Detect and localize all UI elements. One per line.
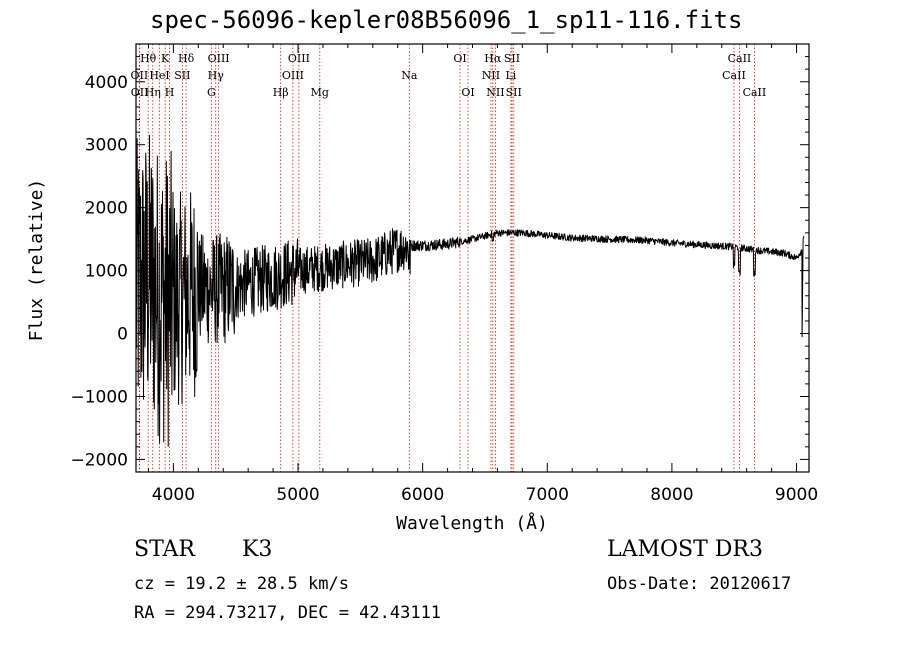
x-axis-label: Wavelength (Å) — [396, 512, 548, 534]
y-tick-label: 1000 — [85, 262, 128, 282]
x-tick-label: 5000 — [276, 485, 319, 505]
spectrum-line — [135, 135, 805, 447]
spectral-line-markers — [138, 44, 755, 472]
y-tick-label: 0 — [117, 325, 128, 345]
y-tick-label: 2000 — [85, 199, 128, 219]
spectral-line-label: Mg — [311, 86, 329, 99]
y-axis-ticks: −2000 −1000 0 1000 2000 3000 4000 — [70, 56, 809, 470]
y-tick-label: 3000 — [85, 136, 128, 156]
object-subclass: K3 — [242, 537, 273, 562]
spectral-line-label: OIII — [208, 52, 230, 65]
spectral-line-label: CaII — [728, 52, 752, 65]
y-axis-label: Flux (relative) — [26, 179, 47, 342]
spectral-line-label: H — [165, 86, 175, 99]
spectral-line-label: K — [161, 52, 170, 65]
x-tick-label: 9000 — [775, 485, 818, 505]
spectral-line-label: Hη — [145, 86, 161, 99]
spectral-line-label: OII — [131, 69, 149, 82]
spectral-line-label: OI — [461, 86, 474, 99]
spectral-line-label: Hδ — [178, 52, 195, 65]
spectral-line-label: Li — [505, 69, 516, 82]
spectral-line-label: Hγ — [208, 69, 225, 82]
spectral-line-label: SII — [506, 86, 522, 99]
spectral-line-label: NII — [482, 69, 500, 82]
x-axis-ticks: 4000 5000 6000 7000 8000 9000 — [147, 44, 818, 505]
spectral-line-label: OIII — [288, 52, 310, 65]
x-tick-label: 6000 — [401, 485, 444, 505]
spectral-line-label: OI — [453, 52, 466, 65]
x-tick-label: 8000 — [650, 485, 693, 505]
spectral-line-label: CaII — [743, 86, 767, 99]
spectral-line-label: SII — [174, 69, 190, 82]
spectral-line-label: SII — [504, 52, 520, 65]
spectral-line-label: Hθ — [140, 52, 157, 65]
spectral-line-label: OIII — [282, 69, 304, 82]
y-tick-label: −1000 — [70, 387, 128, 407]
redshift-cz: cz = 19.2 ± 28.5 km/s — [134, 574, 349, 594]
spectral-line-label: G — [207, 86, 216, 99]
chart-title: spec-56096-kepler08B56096_1_sp11-116.fit… — [150, 6, 743, 34]
spectral-line-label: Hβ — [273, 86, 289, 99]
observation-date: Obs-Date: 20120617 — [607, 574, 792, 594]
spectral-line-label: Hα — [484, 52, 502, 65]
x-tick-label: 7000 — [526, 485, 569, 505]
object-class: STAR — [134, 537, 195, 562]
spectral-line-label: HeI — [149, 69, 169, 82]
survey-name: LAMOST DR3 — [607, 537, 763, 562]
y-tick-label: 4000 — [85, 73, 128, 93]
spectral-line-label: CaII — [722, 69, 746, 82]
y-tick-label: −2000 — [70, 450, 128, 470]
x-tick-label: 4000 — [152, 485, 195, 505]
spectral-line-label: OII — [131, 86, 149, 99]
spectral-line-label: Na — [401, 69, 418, 82]
spectrum-series — [135, 135, 805, 447]
spectral-line-label: NII — [486, 86, 504, 99]
sky-coordinates: RA = 294.73217, DEC = 42.43111 — [134, 603, 442, 623]
